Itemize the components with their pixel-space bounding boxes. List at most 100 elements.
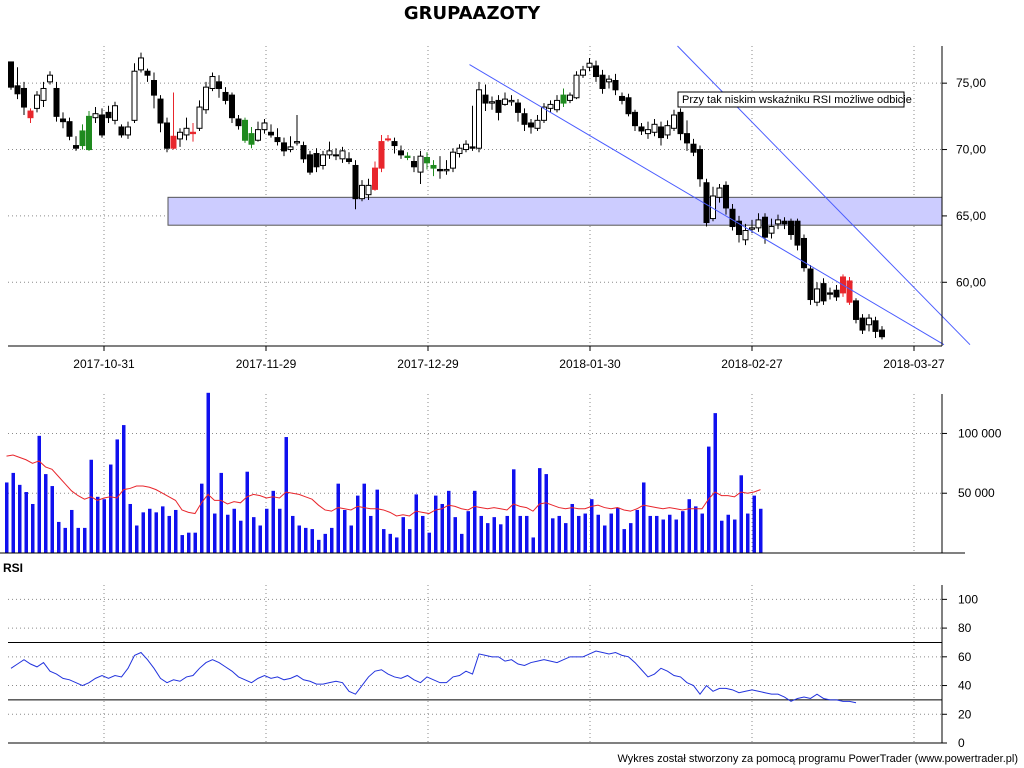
rsi-y-ticks: 0 20 40 60 80 100 [942,592,978,750]
candle [255,121,261,142]
candle-body [515,102,521,113]
candle [287,136,294,153]
candle [151,72,157,109]
candle [547,100,554,113]
candle [47,71,53,85]
candle [723,181,729,215]
y-tick-label: 65,00 [956,209,986,223]
volume-bars [5,392,763,553]
volume-bar [102,499,106,553]
candle [495,95,502,121]
y-tick-label: 100 [958,592,978,606]
candle [424,152,430,170]
candle-body [235,118,242,127]
candle [203,81,209,114]
candle [814,282,820,307]
candle-body [495,99,502,113]
candle [274,128,281,146]
candle-body [658,126,664,139]
candle [248,126,255,149]
footer-credit: Wykres został stworzony za pomocą progra… [617,753,1018,765]
volume-bar [453,517,457,553]
candle-body [209,76,216,89]
candle-body [755,219,762,229]
x-tick-label: 2018-01-30 [559,357,621,371]
candle-body [66,121,73,137]
candle-body [190,131,196,135]
candle [638,122,645,135]
candle-body [489,101,495,104]
candle-body [697,149,703,180]
candle-body [281,142,287,152]
candle-body [508,99,515,103]
candle [34,91,40,113]
volume-bar [291,515,295,553]
candle [125,121,131,139]
candle-body [411,160,417,168]
candle-body [86,115,92,151]
volume-bar [122,425,126,553]
volume-bar [466,511,470,553]
volume-bar [414,494,418,553]
candle-body [359,184,365,200]
candle [508,95,515,106]
volume-bar [752,495,756,553]
volume-bar [369,515,373,553]
price-grid [8,46,942,346]
volume-bar [746,513,750,553]
volume-bar [89,459,93,553]
candle [567,92,573,104]
candle-body [385,138,391,141]
candle [586,57,593,72]
candle-body [762,216,768,238]
trendline [469,64,945,346]
candle-body [229,94,235,119]
candle-body [716,187,723,198]
candle [632,109,638,131]
volume-bar [44,474,48,553]
volume-bar [349,525,353,553]
volume-bar [343,509,347,553]
candle [716,184,723,203]
candle [118,124,125,138]
candle-body [775,219,781,225]
volume-bar [18,484,22,553]
volume-bar [128,503,132,553]
chart-title: GRUPAAZOTY [404,3,541,24]
volume-bar [473,490,477,553]
annotation-box [677,91,905,108]
volume-bar [109,464,113,553]
volume-bar [174,509,178,553]
candle-body [456,147,463,155]
candle-body [118,126,125,136]
candle [365,178,372,200]
candle-body [391,141,398,147]
candle [645,121,651,139]
candle-body [638,126,645,132]
candle-body [183,127,190,136]
candle-body [164,122,170,149]
volume-bar [739,475,743,553]
rsi-label: RSI [3,561,23,575]
volume-bar [271,490,275,553]
volume-bar [713,413,717,553]
candle [625,93,632,117]
candle-body [833,289,840,298]
volume-bar [440,503,444,553]
candle [131,63,138,123]
candle [768,218,775,239]
price-y-ticks: 60,00 65,00 70,00 75,00 [942,76,986,289]
volume-bar [635,509,639,553]
y-tick-label: 60,00 [956,275,986,289]
candle [879,326,885,340]
candle [216,75,222,98]
volume-bar [512,469,516,553]
volume-bar [544,474,548,553]
candle-body [593,65,599,78]
candle-body [320,154,326,166]
candle-body [476,89,482,149]
candle-body [586,62,593,68]
volume-bar [707,446,711,553]
candle [482,84,489,112]
candle [866,314,872,332]
